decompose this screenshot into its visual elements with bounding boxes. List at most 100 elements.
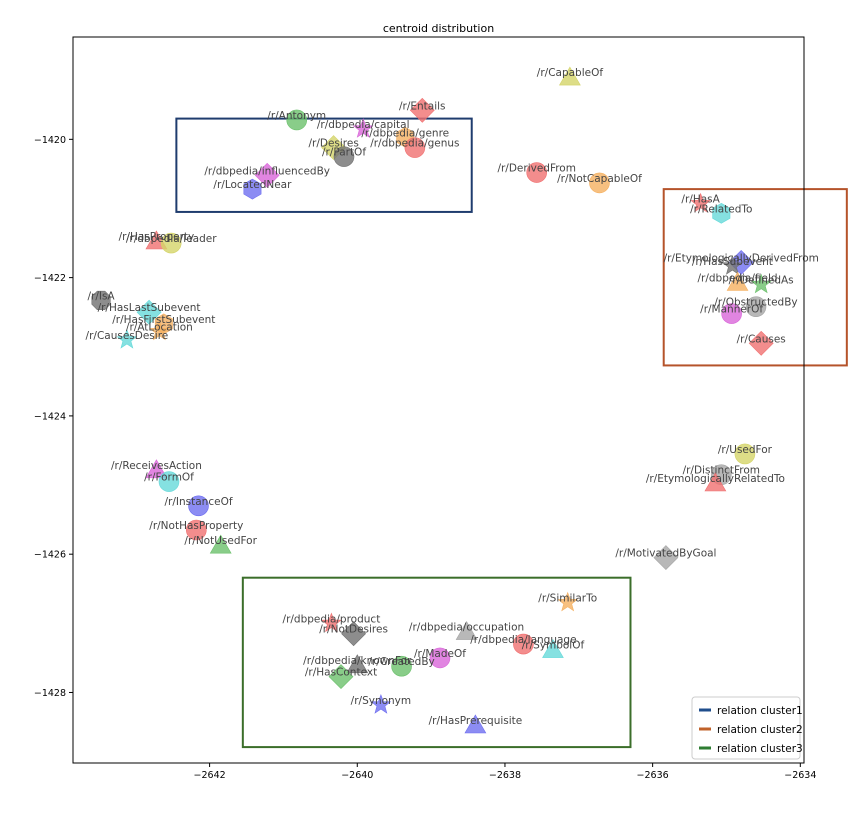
label-createdby: /r/CreatedBy — [368, 656, 434, 668]
label-distinctfrom: /r/DistinctFrom — [683, 465, 760, 477]
label-causesdesire: /r/CausesDesire — [86, 330, 169, 342]
label-dbpedia-genre: /r/dbpedia/genre — [361, 127, 449, 139]
point-createdby — [391, 655, 412, 677]
x-tick-label: −2640 — [341, 770, 373, 781]
point-relatedto — [712, 202, 731, 224]
point-locatednear — [243, 178, 262, 200]
legend: relation cluster1 relation cluster2 relati… — [691, 696, 803, 760]
label-obstructedby: /r/ObstructedBy — [714, 297, 797, 309]
point-obstructedby — [745, 296, 767, 317]
label-synonym: /r/Synonym — [351, 695, 411, 707]
point-dbpedia-language — [513, 633, 534, 655]
label-desires: /r/Desires — [308, 138, 358, 150]
label-haslastsubevent: /r/HasLastSubevent — [98, 302, 201, 314]
y-tick-label: −1428 — [34, 688, 66, 699]
legend-frame — [691, 696, 801, 760]
label-partof: /r/PartOf — [322, 147, 366, 159]
point-dbpedia-occupation — [455, 621, 478, 640]
point-dbpedia-genus — [404, 137, 426, 158]
point-usedfor — [734, 443, 756, 465]
point-partof — [333, 146, 355, 167]
legend-label-3: relation cluster3 — [717, 743, 803, 755]
point-receivesaction — [145, 459, 168, 479]
point-derivedfrom — [526, 162, 548, 183]
label-dbpedia-occupation: /r/dbpedia/occupation — [409, 622, 524, 634]
label-relatedto: /r/RelatedTo — [690, 203, 752, 215]
label-notcapableof: /r/NotCapableOf — [557, 173, 642, 185]
label-notusedfor: /r/NotUsedFor — [184, 535, 257, 547]
point-nothasproperty — [186, 519, 207, 541]
legend-label-1: relation cluster1 — [717, 705, 803, 717]
point-antonym — [286, 109, 308, 131]
point-dbpedia-field — [726, 271, 749, 291]
label-similarto: /r/SimilarTo — [538, 593, 597, 605]
label-definedas: /r/DefinedAs — [729, 275, 794, 287]
point-dbpedia-influencedby — [254, 162, 280, 188]
label-dbpedia-capital: /r/dbpedia/capital — [317, 119, 410, 131]
point-haslastsubevent — [136, 299, 162, 325]
y-tick-label: −1424 — [34, 411, 66, 422]
label-dbpedia-influencedby: /r/dbpedia/influencedBy — [204, 165, 330, 177]
label-hassubevent: /r/HasSubevent — [692, 256, 773, 268]
label-dbpedia-product: /r/dbpedia/product — [283, 613, 381, 625]
label-etymologicallyrelatedto: /r/EtymologicallyRelatedTo — [646, 473, 785, 485]
point-instanceof — [188, 495, 209, 517]
label-hasfirstsubevent: /r/HasFirstSubevent — [112, 314, 215, 326]
label-hasproperty: /r/HasProperty — [119, 231, 195, 243]
x-tick-label: −2634 — [784, 770, 816, 781]
label-dbpedia-knownfor: /r/dbpedia/knownFor — [303, 655, 412, 667]
point-notusedfor — [209, 534, 232, 554]
plot-frame — [72, 36, 805, 764]
label-formof: /r/FormOf — [144, 472, 194, 484]
point-atlocation — [149, 320, 170, 341]
label-dbpedia-genus: /r/dbpedia/genus — [370, 138, 459, 150]
x-tick-label: −2638 — [489, 770, 521, 781]
label-symbolof: /r/SymbolOf — [522, 640, 585, 652]
label-entails: /r/Entails — [399, 100, 446, 112]
point-synonym — [370, 694, 392, 714]
point-hasa — [690, 192, 711, 213]
label-hasa: /r/HasA — [681, 194, 720, 206]
cluster-box-3 — [241, 576, 632, 749]
point-symbolof — [542, 638, 564, 658]
legend-label-2: relation cluster2 — [717, 724, 803, 736]
label-antonym: /r/Antonym — [267, 110, 326, 122]
point-entails — [409, 97, 435, 123]
point-definedas — [750, 273, 772, 294]
label-usedfor: /r/UsedFor — [718, 444, 773, 456]
point-dbpedia-product — [321, 612, 342, 633]
label-derivedfrom: /r/DerivedFrom — [497, 163, 576, 175]
cluster-box-2 — [662, 188, 848, 367]
point-formof — [158, 471, 180, 492]
point-dbpedia-leader — [160, 232, 182, 254]
point-causesdesire — [116, 328, 138, 349]
label-madeof: /r/MadeOf — [414, 648, 466, 660]
point-similarto — [557, 591, 579, 612]
label-receivesaction: /r/ReceivesAction — [111, 460, 202, 472]
label-causes: /r/Causes — [737, 333, 786, 345]
chart-title: centroid distribution — [383, 22, 494, 35]
label-mannerof: /r/MannerOf — [700, 304, 763, 316]
label-dbpedia-field: /r/dbpedia/field — [698, 272, 778, 284]
y-tick-label: −1420 — [34, 135, 66, 146]
label-motivatedbygoal: /r/MotivatedByGoal — [615, 548, 716, 560]
point-dbpedia-knownfor — [346, 654, 369, 674]
y-tick-label: −1422 — [34, 273, 66, 284]
y-tick-label: −1426 — [34, 550, 66, 561]
point-isa — [91, 290, 111, 311]
label-dbpedia-leader: /r/dbpedia/leader — [126, 233, 217, 245]
point-motivatedbygoal — [653, 545, 679, 571]
x-tick-label: −2642 — [194, 770, 226, 781]
point-capableof — [558, 66, 581, 86]
point-hascontext — [328, 664, 354, 690]
label-nothasproperty: /r/NotHasProperty — [149, 520, 243, 532]
point-causes — [748, 330, 774, 356]
point-notdesires — [341, 621, 367, 647]
label-hascontext: /r/HasContext — [305, 667, 377, 679]
point-etymologicallyrelatedto — [704, 472, 727, 492]
label-hasprerequisite: /r/HasPrerequisite — [429, 715, 523, 727]
label-etymologicallyderivedfrom: /r/EtymologicallyDerivedFrom — [664, 252, 819, 264]
label-isa: /r/IsA — [87, 290, 115, 302]
x-tick-label: −2636 — [637, 770, 669, 781]
